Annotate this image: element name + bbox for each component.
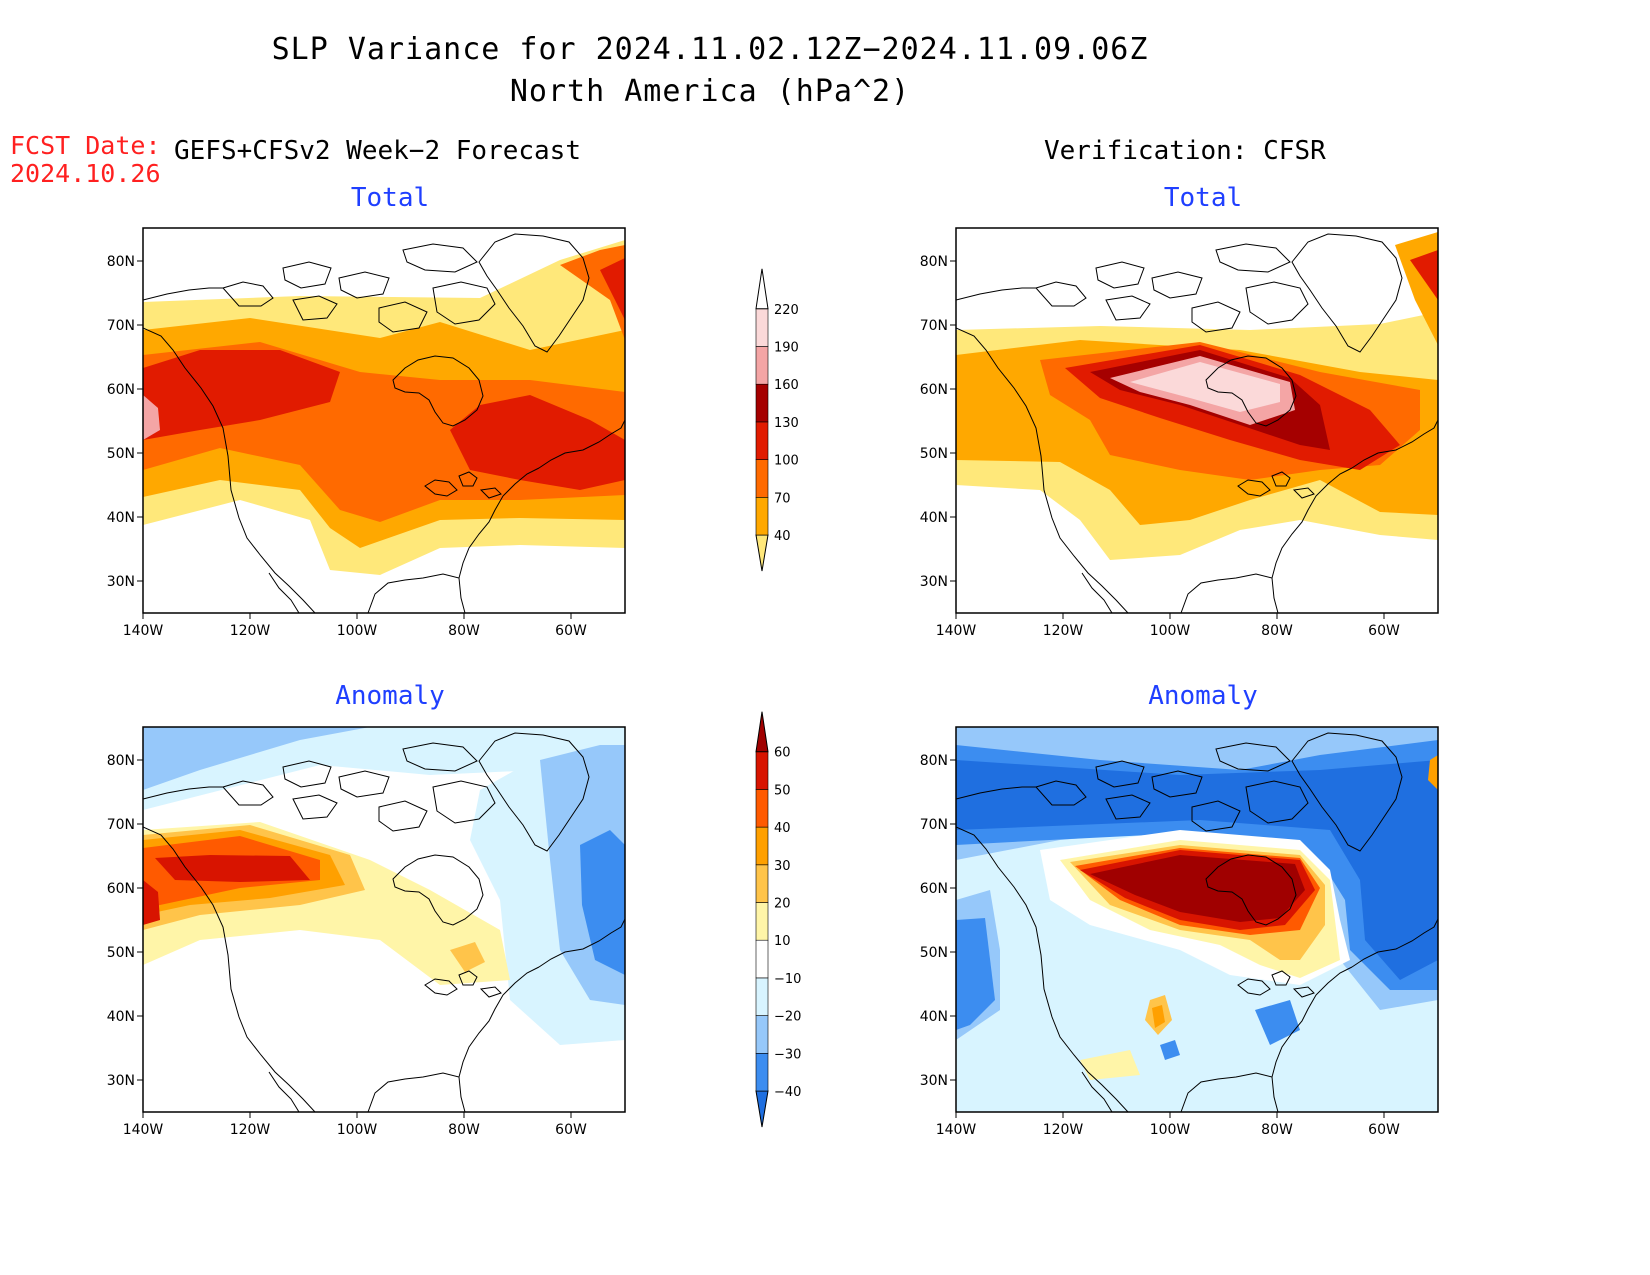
lat-label: 30N bbox=[107, 574, 135, 590]
forecast-anomaly-map bbox=[136, 726, 626, 1119]
lat-label: 40N bbox=[107, 1009, 135, 1025]
forecast-anomaly-title: Anomaly bbox=[335, 681, 445, 711]
lat-label: 40N bbox=[920, 1009, 948, 1025]
colorbar-level-label: −40 bbox=[774, 1085, 801, 1100]
colorbar-level-label: 20 bbox=[774, 897, 791, 912]
verification-total-title: Total bbox=[1163, 183, 1243, 213]
lon-label: 120W bbox=[230, 623, 271, 639]
colorbar-level-label: −30 bbox=[774, 1047, 801, 1062]
colorbar-swatch bbox=[755, 826, 769, 866]
lon-label: 60W bbox=[555, 1122, 587, 1138]
colorbar-level-label: 70 bbox=[774, 491, 791, 506]
colorbar-swatch bbox=[755, 751, 769, 790]
lat-label: 50N bbox=[107, 945, 135, 961]
colorbar-cap-bottom bbox=[755, 1090, 769, 1128]
colorbar-level-label: 40 bbox=[774, 529, 791, 544]
verification-anomaly-title: Anomaly bbox=[1148, 681, 1258, 711]
colorbar-level-label: 30 bbox=[774, 859, 791, 874]
lon-label: 140W bbox=[936, 1122, 977, 1138]
verification-heading: Verification: CFSR bbox=[1044, 136, 1326, 166]
lat-label: 70N bbox=[107, 817, 135, 833]
forecast-total-map bbox=[136, 227, 626, 620]
fcst-date-label: FCST Date: bbox=[10, 131, 161, 160]
lat-label: 60N bbox=[107, 382, 135, 398]
colorbar-level-label: 160 bbox=[774, 378, 799, 393]
lon-label: 100W bbox=[1150, 1122, 1191, 1138]
verification-anomaly-map bbox=[949, 726, 1439, 1119]
colorbar-level-label: 130 bbox=[774, 416, 799, 431]
lat-label: 80N bbox=[107, 254, 135, 270]
colorbar-swatch bbox=[755, 346, 769, 385]
lat-label: 50N bbox=[107, 446, 135, 462]
colorbar-level-label: 10 bbox=[774, 934, 791, 949]
lat-label: 80N bbox=[920, 254, 948, 270]
lon-label: 80W bbox=[448, 1122, 480, 1138]
lat-label: 40N bbox=[920, 510, 948, 526]
lat-label: 30N bbox=[920, 574, 948, 590]
colorbar-swatch bbox=[755, 1015, 769, 1054]
colorbar-swatch bbox=[755, 977, 769, 1016]
lat-label: 60N bbox=[920, 382, 948, 398]
forecast-heading: GEFS+CFSv2 Week−2 Forecast bbox=[174, 136, 581, 166]
lon-label: 100W bbox=[337, 1122, 378, 1138]
colorbar-swatch bbox=[755, 902, 769, 941]
colorbar-level-label: −20 bbox=[774, 1010, 801, 1025]
lat-label: 60N bbox=[920, 881, 948, 897]
lon-label: 80W bbox=[1261, 623, 1293, 639]
lon-label: 140W bbox=[123, 1122, 164, 1138]
lat-label: 50N bbox=[920, 945, 948, 961]
lat-label: 70N bbox=[107, 318, 135, 334]
total-colorbar: 40 70 100 130 160 190 220 bbox=[755, 268, 799, 572]
lon-label: 80W bbox=[1261, 1122, 1293, 1138]
colorbar-cap-top bbox=[755, 268, 769, 310]
lon-label: 120W bbox=[1043, 1122, 1084, 1138]
colorbar-cap-bottom bbox=[755, 534, 769, 572]
forecast-total-title: Total bbox=[350, 183, 430, 213]
colorbar-swatch bbox=[755, 421, 769, 460]
lon-label: 60W bbox=[555, 623, 587, 639]
lon-label: 140W bbox=[123, 623, 164, 639]
colorbar-swatch bbox=[755, 308, 769, 347]
lon-label: 100W bbox=[337, 623, 378, 639]
lon-label: 120W bbox=[230, 1122, 271, 1138]
fcst-date-value: 2024.10.26 bbox=[10, 159, 161, 188]
colorbar-cap-top bbox=[755, 711, 769, 753]
chart-subtitle: North America (hPa^2) bbox=[509, 74, 911, 109]
colorbar-swatch bbox=[755, 864, 769, 903]
anomaly-colorbar: −40 −30 −20 −10 10 20 30 40 50 60 bbox=[755, 711, 801, 1128]
lat-label: 80N bbox=[920, 753, 948, 769]
lon-label: 60W bbox=[1368, 623, 1400, 639]
chart-title: SLP Variance for 2024.11.02.12Z−2024.11.… bbox=[271, 32, 1149, 67]
colorbar-level-label: 40 bbox=[774, 821, 791, 836]
verification-total-map bbox=[949, 227, 1439, 620]
colorbar-level-label: −10 bbox=[774, 972, 801, 987]
colorbar-level-label: 100 bbox=[774, 454, 799, 469]
lat-label: 30N bbox=[920, 1073, 948, 1089]
colorbar-swatch bbox=[755, 1053, 769, 1092]
colorbar-level-label: 190 bbox=[774, 341, 799, 356]
colorbar-level-label: 60 bbox=[774, 746, 791, 761]
colorbar-level-label: 220 bbox=[774, 303, 799, 318]
colorbar-swatch bbox=[755, 459, 769, 498]
lat-label: 30N bbox=[107, 1073, 135, 1089]
colorbar-swatch bbox=[755, 383, 769, 423]
lat-label: 40N bbox=[107, 510, 135, 526]
colorbar-swatch bbox=[755, 789, 769, 828]
lat-label: 70N bbox=[920, 817, 948, 833]
colorbar-swatch bbox=[755, 496, 769, 536]
lon-label: 100W bbox=[1150, 623, 1191, 639]
lat-label: 80N bbox=[107, 753, 135, 769]
lat-label: 70N bbox=[920, 318, 948, 334]
lon-label: 60W bbox=[1368, 1122, 1400, 1138]
colorbar-level-label: 50 bbox=[774, 783, 791, 798]
colorbar-swatch bbox=[755, 939, 769, 979]
lon-label: 140W bbox=[936, 623, 977, 639]
lat-label: 60N bbox=[107, 881, 135, 897]
lon-label: 120W bbox=[1043, 623, 1084, 639]
lat-label: 50N bbox=[920, 446, 948, 462]
lon-label: 80W bbox=[448, 623, 480, 639]
